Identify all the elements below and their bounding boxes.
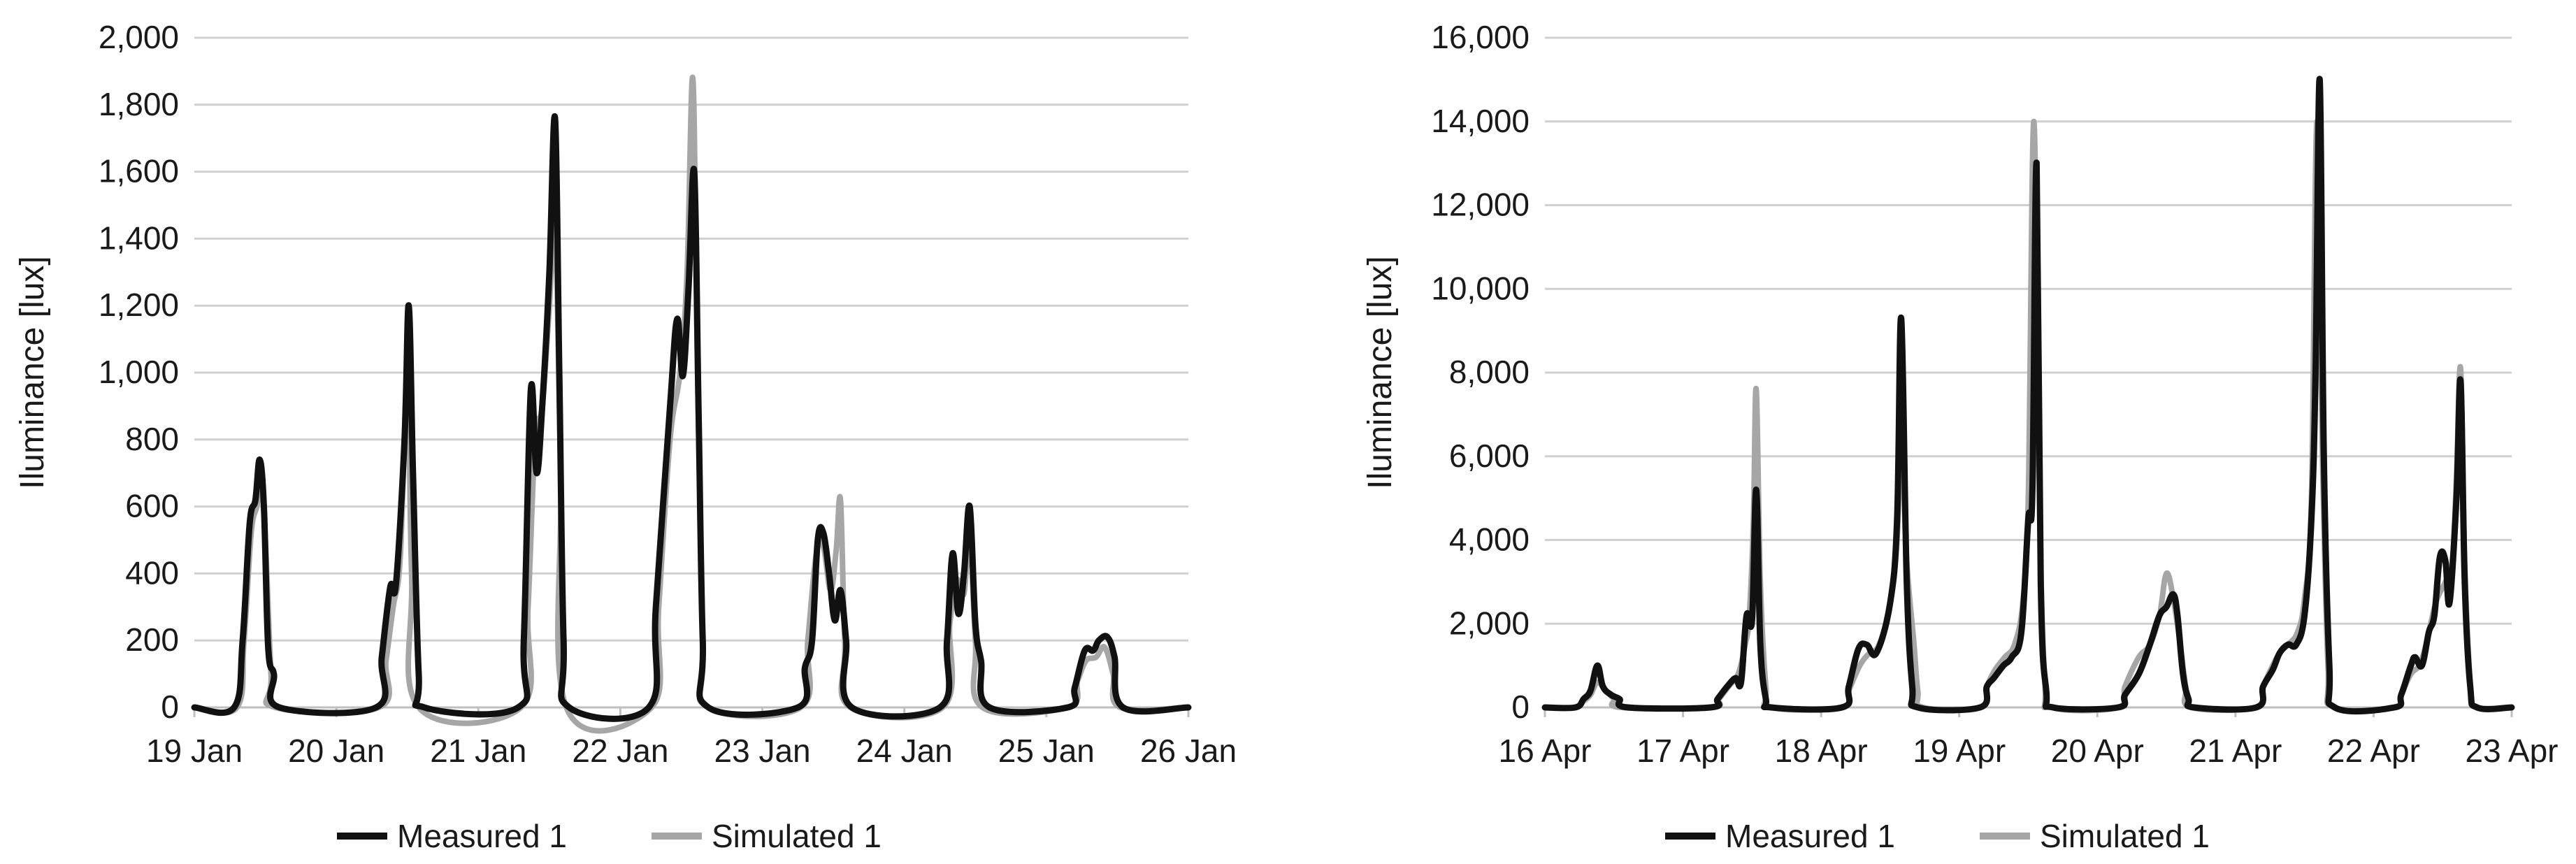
x-tick-label: 22 Jan [572, 733, 668, 769]
series-line-measured-1 [191, 113, 1192, 722]
y-tick-label: 10,000 [1431, 270, 1530, 306]
x-tick-label: 23 Apr [2466, 733, 2559, 769]
y-tick-label: 0 [1511, 689, 1530, 725]
chart-april-svg: 0 2,000 4,000 6,000 8,000 10,000 12,000 14,000 1… [1362, 19, 2559, 854]
chart-january-svg: 0 200 400 600 800 1,000 1,200 1,400 1,600 1,800 2,… [14, 19, 1237, 854]
y-tick-label: 8,000 [1449, 354, 1530, 390]
chart-april: 0 2,000 4,000 6,000 8,000 10,000 12,000 14,000 1… [1288, 0, 2576, 864]
y-tick-label: 600 [125, 488, 179, 524]
x-tick-label: 25 Jan [998, 733, 1095, 769]
y-tick-label: 6,000 [1449, 438, 1530, 474]
x-tick-label: 20 Apr [2051, 733, 2144, 769]
x-tick-label: 20 Jan [288, 733, 384, 769]
y-tick-label: 1,000 [99, 354, 179, 390]
y-axis-label: Iluminance [lux] [1362, 256, 1399, 489]
x-tick-label: 19 Jan [146, 733, 243, 769]
y-tick-label: 0 [161, 689, 179, 725]
y-tick-label: 14,000 [1431, 103, 1530, 139]
x-tick-label: 18 Apr [1775, 733, 1868, 769]
y-tick-label: 1,600 [99, 153, 179, 189]
x-tick-label: 23 Jan [714, 733, 811, 769]
legend-label: Measured 1 [397, 818, 567, 854]
x-tick-label: 26 Jan [1140, 733, 1237, 769]
y-tick-label: 800 [125, 421, 179, 457]
x-tick-label: 22 Apr [2327, 733, 2420, 769]
x-tick-label: 17 Apr [1636, 733, 1729, 769]
chart-january: 0 200 400 600 800 1,000 1,200 1,400 1,600 1,800 2,… [14, 19, 1237, 854]
x-tick-label: 19 Apr [1913, 733, 2006, 769]
legend: Measured 1 Simulated 1 [337, 818, 882, 854]
x-tick-label: 21 Jan [430, 733, 526, 769]
legend: Measured 1 Simulated 1 [1665, 818, 2210, 854]
legend-label: Measured 1 [1725, 818, 1895, 854]
y-tick-label: 2,000 [99, 19, 179, 55]
y-tick-label: 16,000 [1431, 19, 1530, 55]
y-tick-label: 2,000 [1449, 605, 1530, 641]
y-tick-label: 1,200 [99, 287, 179, 323]
x-tick-label: 16 Apr [1499, 733, 1592, 769]
y-tick-label: 1,800 [99, 86, 179, 122]
y-tick-label: 200 [125, 621, 179, 658]
y-tick-label: 4,000 [1449, 521, 1530, 558]
series-line-measured-1 [1541, 75, 2515, 715]
x-tick-label: 24 Jan [856, 733, 953, 769]
y-tick-label: 400 [125, 554, 179, 591]
x-tick-label: 21 Apr [2189, 733, 2282, 769]
y-tick-label: 12,000 [1431, 187, 1530, 223]
y-tick-label: 1,400 [99, 219, 179, 256]
legend-label: Simulated 1 [2040, 818, 2210, 854]
y-axis-label: Iluminance [lux] [14, 256, 51, 489]
legend-label: Simulated 1 [712, 818, 882, 854]
